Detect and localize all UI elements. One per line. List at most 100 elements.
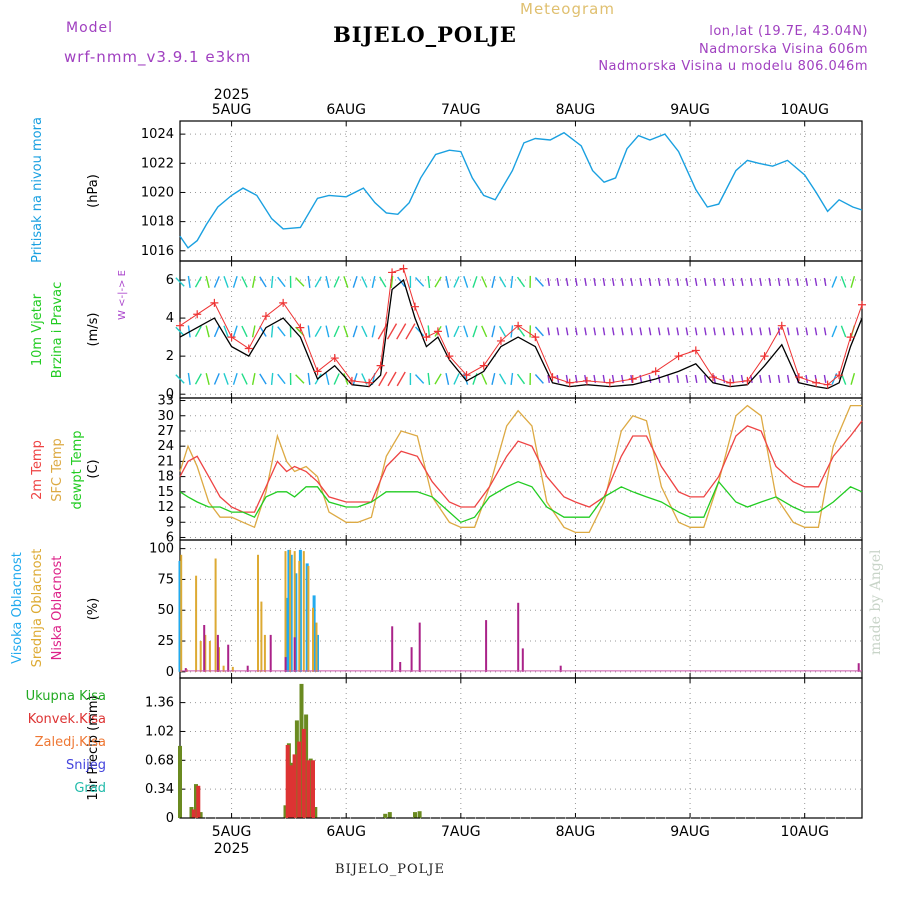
wind-barb — [740, 327, 744, 336]
wind-barb — [453, 373, 460, 385]
precip-type-label: Ukupna Kisa — [26, 689, 106, 704]
wind-barb — [491, 325, 496, 338]
precip-type-label: Zaledj.Kisa — [35, 735, 106, 750]
precip-bar-ukupna-kisa — [299, 683, 304, 818]
unit-label-temperature: (C) — [86, 459, 101, 478]
wind-barb — [314, 325, 322, 337]
cloud-bar-srednja-oblacnost — [293, 551, 296, 672]
precip-bar-ukupna-kisa — [417, 811, 422, 818]
wind-barb — [667, 277, 670, 287]
wind-barb — [547, 374, 550, 384]
wind-barb — [602, 327, 606, 336]
wind-barb — [390, 275, 394, 288]
wind-barb — [534, 277, 544, 287]
panel-frame-temperature — [179, 397, 863, 541]
cloud-bar-niska-oblacnost — [246, 665, 249, 672]
cloud-bar-srednja-oblacnost — [284, 551, 287, 672]
wind-barb — [232, 275, 238, 288]
station-footer: BIJELO_POLJE — [335, 862, 445, 877]
wind-barb — [584, 374, 587, 384]
cloud-bar-niska-oblacnost — [284, 657, 287, 672]
cloud-bar-visoka-oblacnost — [305, 563, 309, 672]
wind-barb — [277, 276, 286, 288]
wind-barb — [786, 374, 790, 384]
wind-gust-marker — [462, 371, 471, 380]
wind-barb — [463, 275, 469, 288]
y-tick-label: 4 — [166, 311, 174, 326]
wind-gust-marker — [674, 352, 683, 361]
wind-gust-marker — [422, 333, 431, 342]
wind-barb — [731, 327, 735, 336]
wind-barb — [796, 327, 799, 336]
cloud-bar-niska-oblacnost — [517, 602, 520, 672]
wind-barb — [205, 325, 210, 338]
wind-barb — [786, 327, 790, 336]
cloud-bar-niska-oblacnost — [269, 634, 272, 672]
wind-barb — [434, 276, 442, 288]
wind-gust-marker — [628, 374, 637, 383]
cloud-bar-visoka-oblacnost — [285, 597, 289, 672]
wind-barb — [703, 277, 707, 287]
wind-barb — [481, 325, 488, 338]
cloud-bar-niska-oblacnost — [418, 622, 421, 672]
day-label-bottom: 5AUG — [212, 824, 252, 840]
wind-gust-marker — [313, 367, 322, 376]
page-title: BIJELO_POLJE — [333, 22, 517, 47]
wind-barb — [307, 325, 311, 338]
wind-barb — [314, 276, 322, 288]
precip-bar-konvek-kisa — [306, 760, 311, 818]
wind-gust-marker — [244, 344, 253, 353]
wind-gust-marker — [726, 378, 735, 387]
year-label-bottom: 2025 — [214, 841, 250, 857]
y-tick-label: 50 — [157, 603, 174, 618]
y-tick-label: 100 — [149, 542, 174, 557]
cloud-bar-srednja-oblacnost — [312, 607, 314, 672]
pressure-label: Pritisak na nivou mora — [30, 117, 45, 263]
precip-bar-ukupna-kisa — [194, 784, 198, 818]
cloud-bar-srednja-oblacnost — [315, 622, 318, 672]
wind-barb — [463, 325, 469, 338]
wind-gust-marker — [347, 376, 356, 385]
precip-bar-konvek-kisa — [301, 728, 306, 818]
wind-barb — [534, 326, 544, 337]
wind-barb — [259, 276, 267, 288]
wind-barb — [805, 277, 809, 287]
y-tick-label: 18 — [157, 470, 174, 485]
compass-label: W <-|-> E — [117, 270, 128, 320]
y-tick-label: 0.68 — [145, 753, 174, 768]
wind-barb — [630, 277, 633, 287]
wind-gust-marker — [433, 327, 442, 336]
wind-barb — [639, 327, 643, 336]
unit-label-precip: 1hr Precip (mm) — [86, 695, 101, 800]
wind-barb — [194, 325, 202, 338]
wind-gust-marker — [296, 323, 305, 332]
precip-bar-konvek-kisa — [311, 760, 315, 818]
precip-type-label: Snijeg — [66, 758, 106, 773]
unit-label-wind: (m/s) — [86, 313, 101, 347]
wind-gust-marker — [227, 333, 236, 342]
wind-gust-marker — [514, 321, 523, 330]
wind-gust-line — [179, 267, 863, 386]
unit-label-cloud: (%) — [86, 598, 101, 621]
wind-gust-marker — [410, 302, 419, 311]
y-tick-label: 24 — [157, 439, 174, 454]
meteogram-subtitle: Meteogram — [520, 0, 615, 18]
model-name: wrf-nmm_v3.9.1 e3km — [64, 48, 252, 66]
precip-type-label: Konvek.Kisa — [28, 712, 106, 727]
wind-barb — [295, 374, 305, 384]
wind-gust-marker — [399, 264, 408, 273]
wind-barb — [472, 325, 478, 338]
y-tick-label: 2 — [166, 349, 174, 364]
wind-barb — [343, 325, 349, 338]
wind-gust-marker — [565, 378, 574, 387]
elevation-info: Nadmorska Visina 606m — [699, 42, 868, 57]
wind-barb — [556, 277, 560, 287]
wind-gust-marker — [365, 378, 374, 387]
cloud-bar-srednja-oblacnost — [257, 554, 259, 672]
wind-gust-marker — [193, 310, 202, 319]
wind-barb — [814, 277, 818, 287]
cloud-bar-niska-oblacnost — [391, 626, 394, 672]
wind-barb — [516, 276, 526, 288]
cloud-bar-srednja-oblacnost — [222, 665, 225, 672]
wind-barb — [270, 325, 274, 338]
